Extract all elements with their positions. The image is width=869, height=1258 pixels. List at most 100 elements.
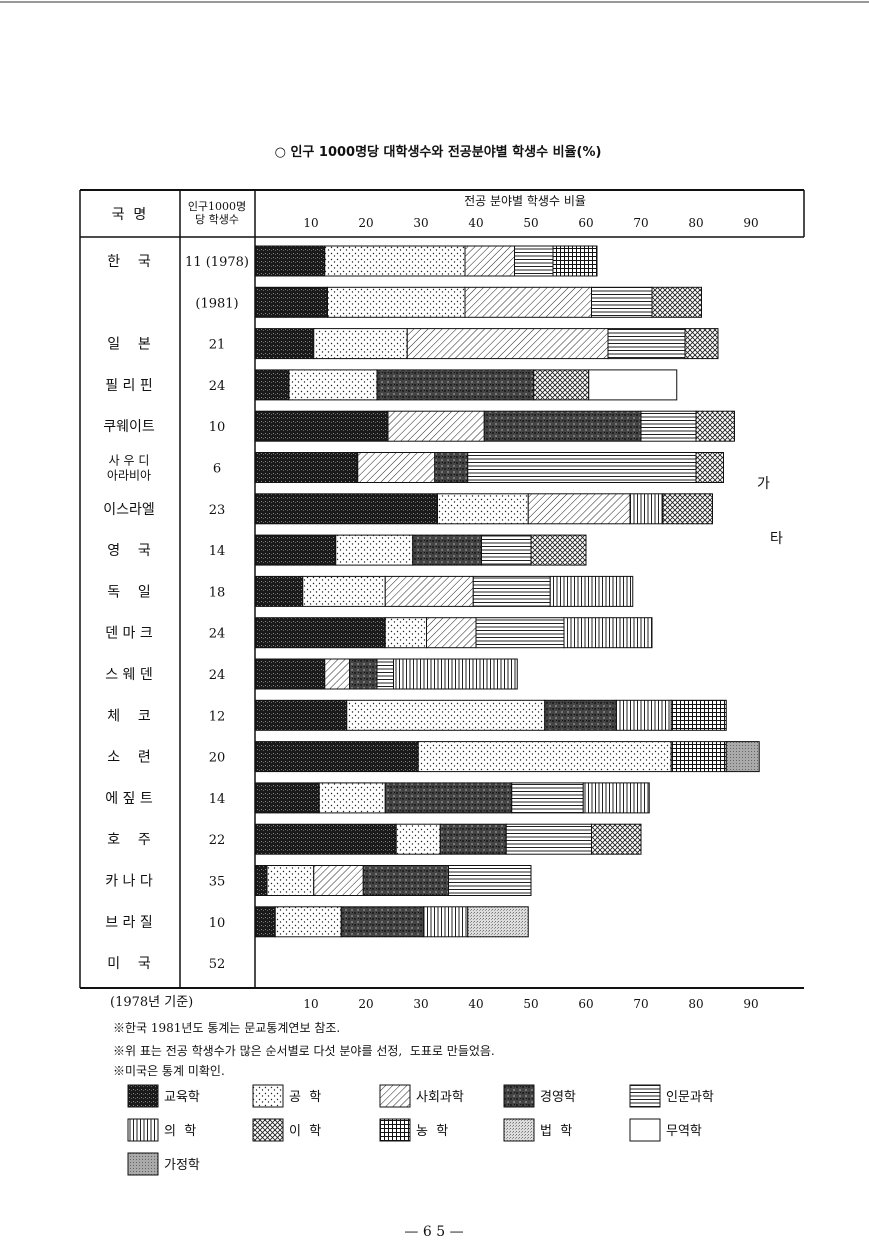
students-per-1000: (1981) [195, 296, 238, 311]
bar-segment-hum [448, 865, 532, 896]
bar-segment-hum [475, 617, 565, 649]
bar-segment-hum [505, 823, 592, 855]
table-row: 체 코 12 [107, 699, 727, 731]
bar-segment-eng [313, 328, 408, 360]
bar-segment-eng [266, 865, 315, 896]
bar-segment-soc [357, 452, 436, 483]
legend-item-sci: 이 학 [252, 1118, 321, 1142]
bar-segment-trd [588, 369, 678, 401]
top-tick-label: 50 [523, 216, 538, 230]
students-per-1000: 6 [213, 462, 221, 477]
footnote-1: ※한국 1981년도 통계는 문교통계연보 참조. [113, 1021, 340, 1035]
bar-segment-edu [255, 617, 386, 649]
bar-segment-eng [437, 493, 529, 525]
table-row: 독 일 18 [107, 575, 634, 607]
bar-segment-hum [607, 328, 686, 360]
table-row: 이스라엘 23 [103, 493, 713, 525]
chart-title: ○ 인구 1000명당 대학생수와 전공분야별 학생수 비율(%) [275, 144, 602, 160]
students-per-1000: 12 [209, 709, 226, 724]
bar-segment-sci [684, 328, 719, 360]
country-label: 호 주 [107, 832, 151, 848]
bar-segment-eng [417, 741, 672, 773]
legend-label: 농 학 [416, 1124, 448, 1139]
top-tick-label: 80 [688, 216, 703, 230]
header-fields: 전공 분야별 학생수 비율 [464, 194, 586, 208]
bar-segment-edu [255, 575, 304, 607]
bar-segment-hum [514, 245, 554, 277]
legend-label: 법 학 [540, 1124, 572, 1139]
basis-note: (1978년 기준) [110, 995, 193, 1010]
top-tick-label: 10 [303, 216, 318, 230]
students-per-1000: 24 [209, 379, 226, 394]
legend-swatch [127, 1152, 159, 1176]
bar-segment-edu [255, 245, 326, 277]
students-per-1000: 18 [209, 585, 226, 600]
bar-segment-med [549, 575, 634, 607]
bar-segment-agr [552, 245, 598, 277]
table-row: 카 나 다 35 [105, 865, 532, 896]
bar-segment-agr [670, 741, 727, 773]
table-row: 에 짚 트 14 [105, 782, 650, 814]
bar-segment-hum [467, 452, 697, 483]
students-per-1000: 52 [209, 957, 226, 972]
bottom-tick-label: 60 [578, 997, 593, 1011]
bar-segment-bus [544, 699, 617, 731]
top-tick-labels: 10 20 30 40 50 60 70 80 90 [303, 216, 758, 230]
table-row: 호 주 22 [107, 823, 642, 855]
bar-segment-law [467, 906, 529, 938]
legend-item-bus: 경영학 [503, 1084, 576, 1108]
bar-segment-soc [384, 575, 474, 607]
bar-segment-bus [384, 782, 513, 814]
legend-swatch [503, 1118, 535, 1142]
bar-segment-bus [376, 369, 535, 401]
bar-segment-bus [412, 534, 482, 566]
bar-segment-sci [695, 452, 724, 483]
legend-swatch [629, 1084, 661, 1108]
bar-segment-eng [324, 245, 466, 277]
students-per-1000: 24 [209, 668, 226, 683]
side-label-ta: 타 [770, 531, 783, 547]
bar-segment-eng [327, 286, 466, 318]
bottom-tick-label: 70 [633, 997, 648, 1011]
country-label: 이스라엘 [103, 502, 155, 518]
bar-segment-soc [313, 865, 364, 896]
bar-segment-bus [434, 452, 469, 483]
bar-segment-eng [302, 575, 386, 607]
top-tick-label: 60 [578, 216, 593, 230]
bar-segment-soc [464, 245, 515, 277]
bar-segment-sci [695, 410, 735, 442]
legend-swatch [252, 1084, 284, 1108]
bar-segment-hum [481, 534, 532, 566]
bottom-tick-label: 50 [523, 997, 538, 1011]
bar-segment-bus [349, 658, 378, 690]
legend-label: 가정학 [164, 1158, 200, 1173]
bar-segment-edu [255, 699, 348, 731]
students-per-1000: 10 [209, 916, 226, 931]
bar-segment-edu [255, 823, 397, 855]
side-label-ga: 가 [757, 476, 770, 492]
legend-swatch [503, 1084, 535, 1108]
legend-swatch [379, 1084, 411, 1108]
bar-segment-edu [255, 865, 268, 896]
bar-segment-med [629, 493, 664, 525]
legend-label: 공 학 [289, 1090, 321, 1105]
country-label: 덴 마 크 [105, 626, 153, 642]
country-label: 브 라 질 [105, 915, 153, 931]
top-tick-label: 90 [743, 216, 758, 230]
top-tick-label: 40 [468, 216, 483, 230]
students-per-1000: 20 [209, 751, 226, 766]
students-per-1000: 21 [209, 338, 226, 353]
bar-segment-med [563, 617, 653, 649]
country-label: 소 련 [107, 750, 151, 766]
country-label: 스 웨 덴 [105, 667, 153, 683]
bar-segment-agr [670, 699, 727, 731]
table-row: 한 국 11 (1978) [107, 245, 598, 277]
legend-label: 인문과학 [666, 1090, 714, 1105]
country-label: 미 국 [107, 956, 151, 972]
table-row: 미 국 52 [107, 956, 225, 972]
bar-segment-bus [439, 823, 507, 855]
students-per-1000: 10 [209, 420, 226, 435]
bottom-tick-label: 10 [303, 997, 318, 1011]
